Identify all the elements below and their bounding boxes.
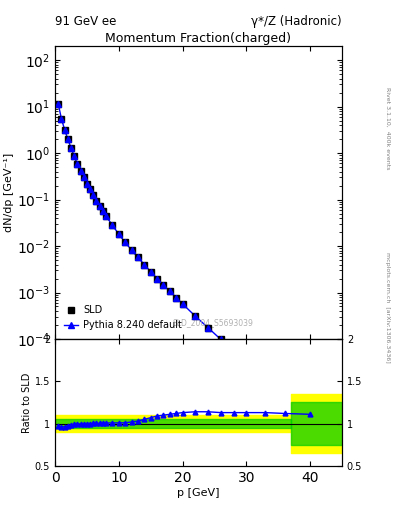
X-axis label: p [GeV]: p [GeV] — [177, 487, 220, 498]
Y-axis label: dN/dp [GeV⁻¹]: dN/dp [GeV⁻¹] — [4, 153, 14, 232]
Text: mcplots.cern.ch  [arXiv:1306.3436]: mcplots.cern.ch [arXiv:1306.3436] — [385, 252, 390, 362]
Text: Rivet 3.1.10,  400k events: Rivet 3.1.10, 400k events — [385, 87, 390, 169]
Text: SLD_2004_S5693039: SLD_2004_S5693039 — [173, 318, 253, 327]
Legend: SLD, Pythia 8.240 default: SLD, Pythia 8.240 default — [60, 302, 186, 334]
Text: 91 GeV ee: 91 GeV ee — [55, 15, 116, 28]
Text: γ*/Z (Hadronic): γ*/Z (Hadronic) — [251, 15, 342, 28]
Y-axis label: Ratio to SLD: Ratio to SLD — [22, 372, 32, 433]
Title: Momentum Fraction(charged): Momentum Fraction(charged) — [105, 32, 292, 45]
